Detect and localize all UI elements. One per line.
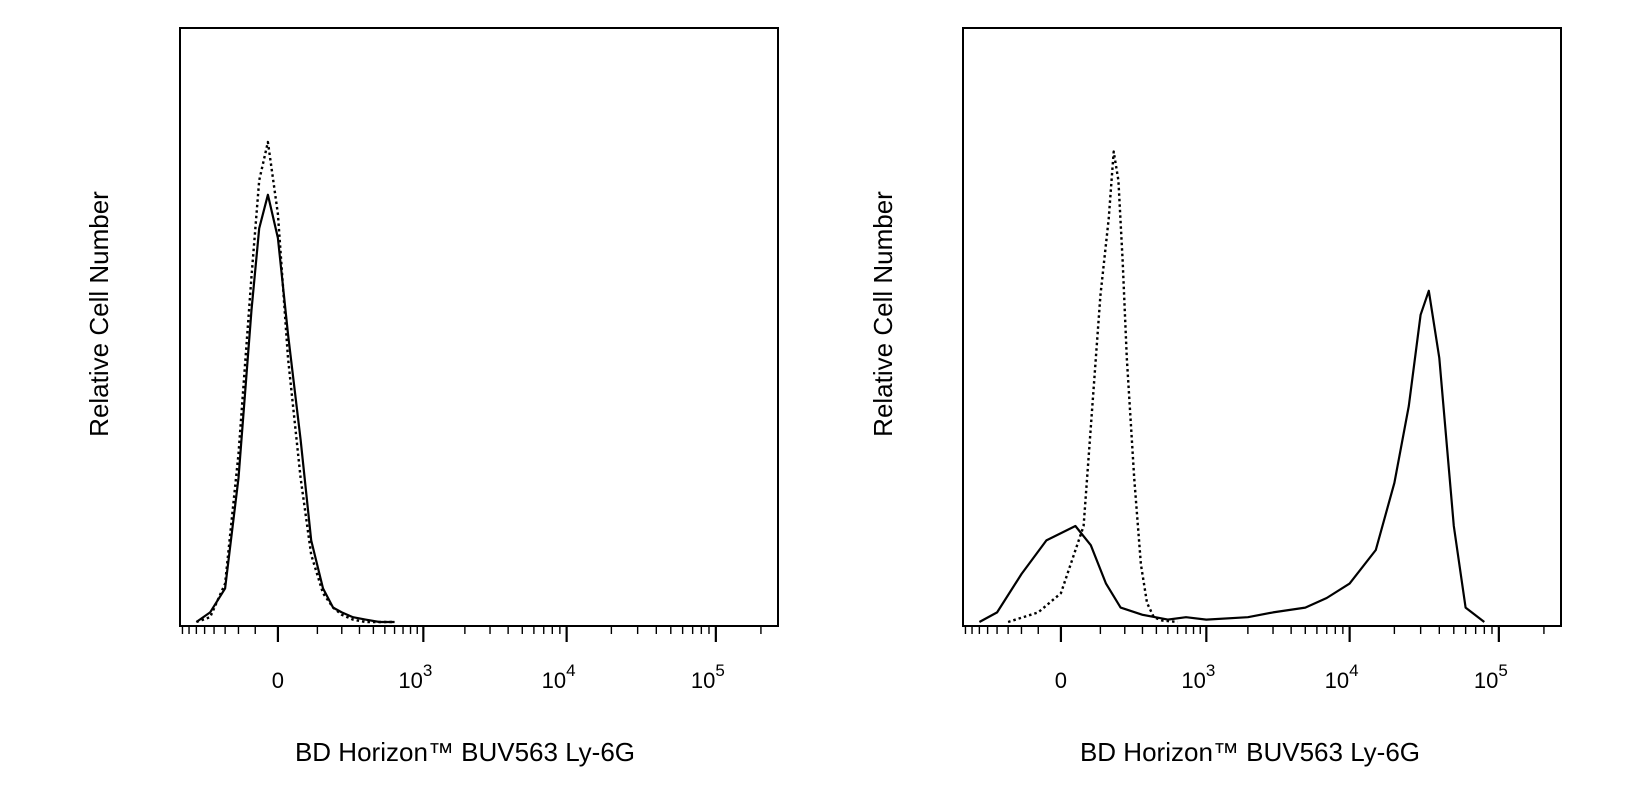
y-axis-label: Relative Cell Number	[868, 191, 898, 437]
x-tick-exponent: 4	[566, 661, 575, 680]
isotype-control-histogram	[1007, 150, 1178, 624]
x-tick-label: 0	[272, 668, 284, 693]
stained-histogram	[195, 193, 395, 624]
y-axis-label: Relative Cell Number	[84, 191, 114, 437]
x-tick-exponent: 3	[423, 661, 432, 680]
x-tick-exponent: 4	[1349, 661, 1358, 680]
x-tick-exponent: 5	[1498, 661, 1507, 680]
plot-frame	[962, 27, 1562, 627]
x-tick-label: 105	[691, 661, 725, 693]
x-tick-label: 105	[1474, 661, 1508, 693]
isotype-control-histogram	[196, 140, 395, 624]
plot-frame	[179, 27, 779, 627]
x-tick-label: 103	[398, 661, 432, 693]
x-tick-exponent: 5	[715, 661, 724, 680]
x-axis-label: BD Horizon™ BUV563 Ly-6G	[295, 737, 635, 767]
x-axis-label: BD Horizon™ BUV563 Ly-6G	[1080, 737, 1420, 767]
x-tick-label: 104	[1325, 661, 1359, 693]
x-tick-label: 0	[1055, 668, 1067, 693]
left-histogram-panel: 0 103 104 105 Relative Cell Number BD Horizon…	[84, 27, 779, 767]
x-tick-exponent: 3	[1206, 661, 1215, 680]
x-tick-label: 103	[1181, 661, 1215, 693]
right-histogram-panel: 0 103 104 105 Relative Cell Number BD Horizon…	[868, 27, 1562, 767]
x-tick-label: 104	[542, 661, 576, 693]
stained-histogram	[978, 289, 1485, 623]
